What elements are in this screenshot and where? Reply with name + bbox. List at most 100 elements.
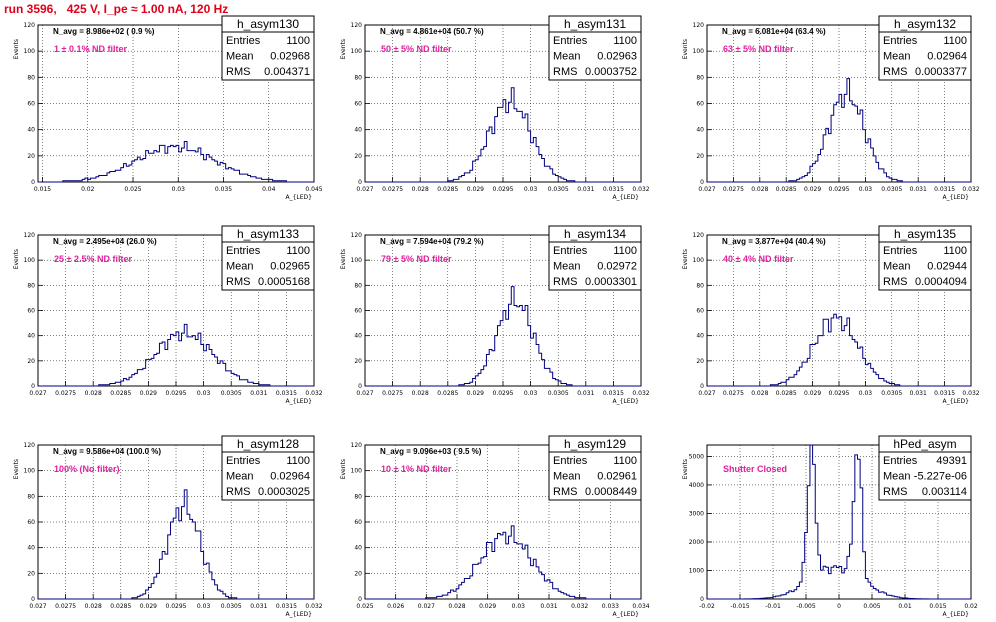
histogram-name: h_asym128 <box>237 437 299 451</box>
y-tick-label: 40 <box>27 127 35 134</box>
x-tick-label: 0.0295 <box>166 390 187 397</box>
x-tick-label: 0.032 <box>305 390 322 397</box>
stat-label-rms: RMS <box>553 486 577 498</box>
histogram-name: h_asym131 <box>564 17 626 31</box>
x-tick-label: 0.027 <box>356 186 373 193</box>
stat-label-entries: Entries <box>226 245 261 257</box>
x-tick-label: 0.032 <box>571 603 588 610</box>
x-tick-label: 0.031 <box>250 603 267 610</box>
x-tick-label: 0.0305 <box>881 186 902 193</box>
y-axis-label: Events <box>340 249 347 269</box>
stats-box-frame <box>548 225 642 291</box>
stat-label-mean: Mean <box>226 471 254 483</box>
x-tick-label: 0.029 <box>140 603 157 610</box>
x-tick-label: 0.03 <box>512 603 526 610</box>
stat-value-rms: 0.0004094 <box>915 276 967 288</box>
x-tick-label: 0.032 <box>632 390 649 397</box>
stat-label-mean: Mean <box>883 261 911 273</box>
filter-label: 40 ± 4% ND filter <box>723 254 794 264</box>
y-tick-label: 60 <box>354 519 362 526</box>
x-tick-label: 0.028 <box>85 390 102 397</box>
y-axis-label: Events <box>13 39 20 59</box>
stats-box-frame <box>878 15 972 81</box>
x-tick-label: 0.027 <box>29 603 46 610</box>
x-tick-label: 0.0295 <box>829 390 850 397</box>
histogram-name: h_asym134 <box>564 227 626 241</box>
y-tick-label: 0 <box>358 179 362 186</box>
stat-value-mean: 0.02964 <box>927 51 967 63</box>
y-tick-label: 80 <box>27 74 35 81</box>
y-tick-label: 0 <box>700 383 704 390</box>
stats-box-frame <box>548 435 642 501</box>
histogram-panel-hPed_asym: 0 1000 2000 3000 4000 5000 -0.02 -0.015 -0.01 -0.… <box>682 435 978 618</box>
stat-value-mean: 0.02972 <box>597 261 637 273</box>
x-tick-label: 0.025 <box>356 603 373 610</box>
y-tick-label: 5000 <box>689 453 704 460</box>
filter-label: Shutter Closed <box>723 464 787 474</box>
y-tick-label: 40 <box>354 545 362 552</box>
run-title: run 3596, 425 V, I_pe ≈ 1.00 nA, 120 Hz <box>4 2 229 16</box>
stat-value-mean: 0.02965 <box>270 261 310 273</box>
x-axis-label: A_{LED} <box>286 398 313 405</box>
histogram-name: h_asym135 <box>894 227 956 241</box>
y-tick-label: 20 <box>27 358 35 365</box>
stat-label-rms: RMS <box>883 276 907 288</box>
y-tick-label: 20 <box>354 153 362 160</box>
y-tick-label: 40 <box>27 333 35 340</box>
x-tick-label: 0.029 <box>140 390 157 397</box>
x-tick-label: 0.01 <box>898 603 912 610</box>
stat-value-rms: 0.0003377 <box>915 66 967 78</box>
x-tick-label: 0.028 <box>412 186 429 193</box>
y-tick-label: 60 <box>27 308 35 315</box>
navg-label: N_avg = 8.986e+02 ( 0.9 %) <box>53 27 155 36</box>
histogram-line <box>365 525 641 600</box>
y-tick-label: 0 <box>358 383 362 390</box>
x-tick-label: 0.027 <box>698 186 715 193</box>
x-tick-label: 0.0275 <box>382 390 403 397</box>
y-axis-label: Events <box>340 39 347 59</box>
x-tick-label: 0.031 <box>910 186 927 193</box>
x-axis-label: A_{LED} <box>613 194 640 201</box>
x-tick-label: 0.0305 <box>221 390 242 397</box>
stats-box: h_asym131 Entries 1100 Mean 0.02963 RMS 0.0003… <box>548 15 642 81</box>
y-tick-label: 20 <box>354 358 362 365</box>
x-tick-label: 0.0285 <box>110 603 131 610</box>
stat-value-mean: 0.02964 <box>270 471 310 483</box>
y-tick-label: 100 <box>24 48 36 55</box>
y-tick-label: 40 <box>696 333 704 340</box>
histogram-panel-h_asym133: 0 20 40 60 80 100 120 0.027 0.0275 0.028 0.0285 0.0… <box>13 225 323 405</box>
y-tick-label: 40 <box>354 333 362 340</box>
x-tick-label: 0.0295 <box>829 186 850 193</box>
stat-value-entries: 1100 <box>613 35 637 47</box>
stats-box: hPed_asym Entries 49391 Mean -5.227e-06 RMS 0.… <box>878 435 972 501</box>
filter-label: 50 ± 5% ND filter <box>381 44 452 54</box>
stat-value-entries: 49391 <box>936 455 967 467</box>
x-axis-label: A_{LED} <box>613 611 640 618</box>
x-tick-label: 0.031 <box>910 390 927 397</box>
y-tick-label: 3000 <box>689 510 704 517</box>
x-tick-label: 0.031 <box>577 390 594 397</box>
x-axis-label: A_{LED} <box>613 398 640 405</box>
x-tick-label: 0 <box>837 603 841 610</box>
x-tick-label: 0.03 <box>172 186 186 193</box>
x-tick-label: 0.031 <box>250 390 267 397</box>
navg-label: N_avg = 6.081e+04 (63.4 %) <box>722 27 826 36</box>
y-tick-label: 120 <box>693 22 705 29</box>
stat-label-rms: RMS <box>553 66 577 78</box>
y-tick-label: 60 <box>27 101 35 108</box>
stat-label-entries: Entries <box>883 455 918 467</box>
x-tick-label: 0.0315 <box>934 390 955 397</box>
x-tick-label: 0.0315 <box>934 186 955 193</box>
y-tick-label: 20 <box>696 358 704 365</box>
x-tick-label: 0.028 <box>85 603 102 610</box>
x-axis-label: A_{LED} <box>943 611 970 618</box>
y-tick-label: 0 <box>31 179 35 186</box>
x-tick-label: 0.032 <box>962 186 979 193</box>
stat-value-entries: 1100 <box>943 245 967 257</box>
y-tick-label: 120 <box>351 232 363 239</box>
histogram-name: h_asym133 <box>237 227 299 241</box>
filter-label: 1 ± 0.1% ND filter <box>54 44 127 54</box>
histogram-line <box>365 286 641 387</box>
x-axis-label: A_{LED} <box>943 194 970 201</box>
